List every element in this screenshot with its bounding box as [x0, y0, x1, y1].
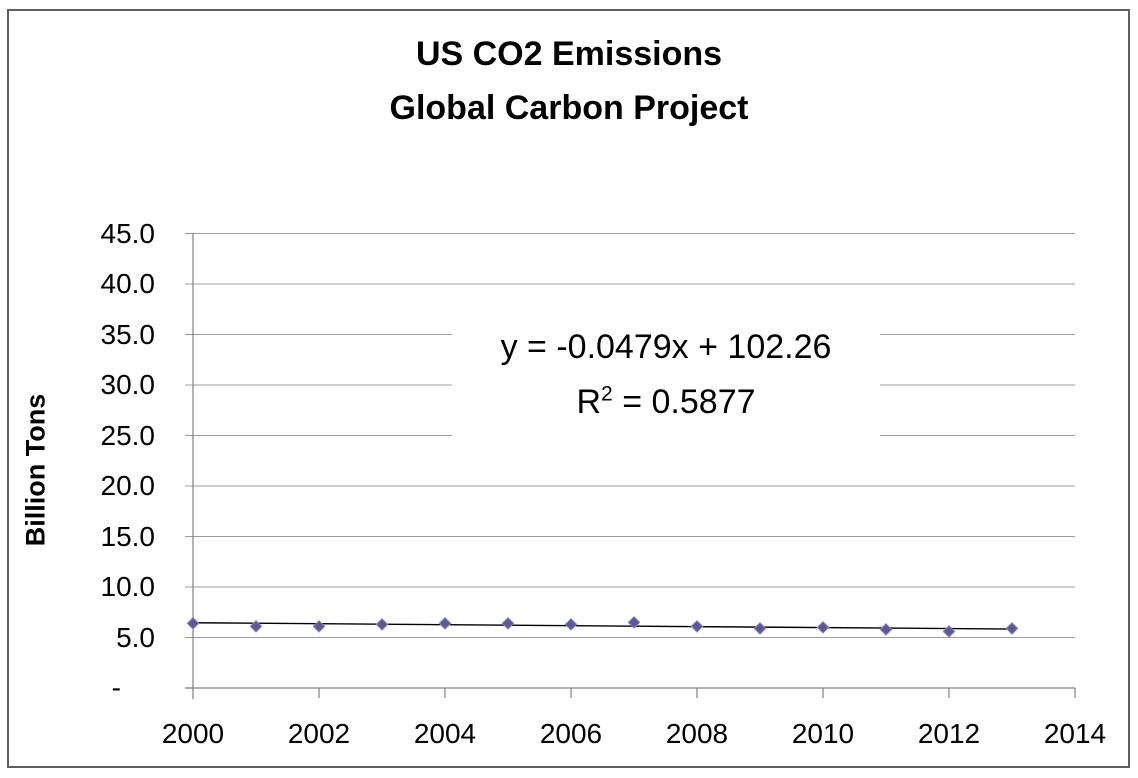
data-point-2009	[753, 622, 767, 635]
y-tick-label-5.0: 5.0	[116, 621, 155, 653]
y-tick-label-25.0: 25.0	[100, 419, 156, 451]
x-tick-label-2010: 2010	[791, 718, 855, 749]
data-point-2011	[879, 623, 893, 636]
y-tick-label-0: -	[111, 672, 121, 703]
chart-title-line-2: Global Carbon Project	[389, 89, 749, 127]
data-point-2000	[186, 616, 200, 630]
data-point-2002	[312, 619, 326, 633]
data-point-2007	[627, 615, 641, 629]
y-tick-label-35.0: 35.0	[100, 318, 156, 350]
data-point-2001	[249, 619, 263, 633]
y-tick-label-10.0: 10.0	[100, 571, 156, 602]
y-tick-label-45.0: 45.0	[100, 217, 156, 249]
data-point-2010	[816, 620, 830, 634]
data-point-2012	[942, 625, 956, 638]
y-tick-label-15.0: 15.0	[100, 520, 156, 552]
x-tick-label-2006: 2006	[539, 718, 603, 749]
data-point-2005	[501, 616, 515, 630]
y-tick-label-40.0: 40.0	[100, 268, 156, 299]
trendline-equation: y = -0.0479x + 102.26	[500, 328, 832, 366]
x-tick-label-2008: 2008	[665, 718, 729, 749]
data-point-2006	[564, 617, 578, 631]
y-tick-label-20.0: 20.0	[100, 470, 156, 501]
x-tick-label-2000: 2000	[161, 718, 225, 749]
trendline-label: y = -0.0479x + 102.26 R2 = 0.5877	[452, 320, 880, 448]
data-point-2004	[438, 616, 452, 630]
chart-title-line-1: US CO2 Emissions	[415, 35, 723, 73]
x-tick-label-2002: 2002	[287, 718, 351, 749]
trendline	[192, 622, 1013, 630]
data-point-2013	[1005, 622, 1019, 635]
r-squared-value: = 0.5877	[612, 383, 756, 421]
r-squared-base: R	[576, 383, 602, 421]
x-tick-label-2014: 2014	[1043, 718, 1107, 749]
y-tick-label-30.0: 30.0	[100, 369, 156, 400]
data-point-2008	[690, 619, 704, 633]
x-tick-label-2004: 2004	[413, 718, 477, 749]
x-tick-label-2012: 2012	[917, 718, 981, 749]
r-squared-label: R2 = 0.5877	[452, 375, 880, 430]
r-squared-exponent: 2	[601, 382, 613, 406]
data-point-2003	[375, 617, 389, 631]
